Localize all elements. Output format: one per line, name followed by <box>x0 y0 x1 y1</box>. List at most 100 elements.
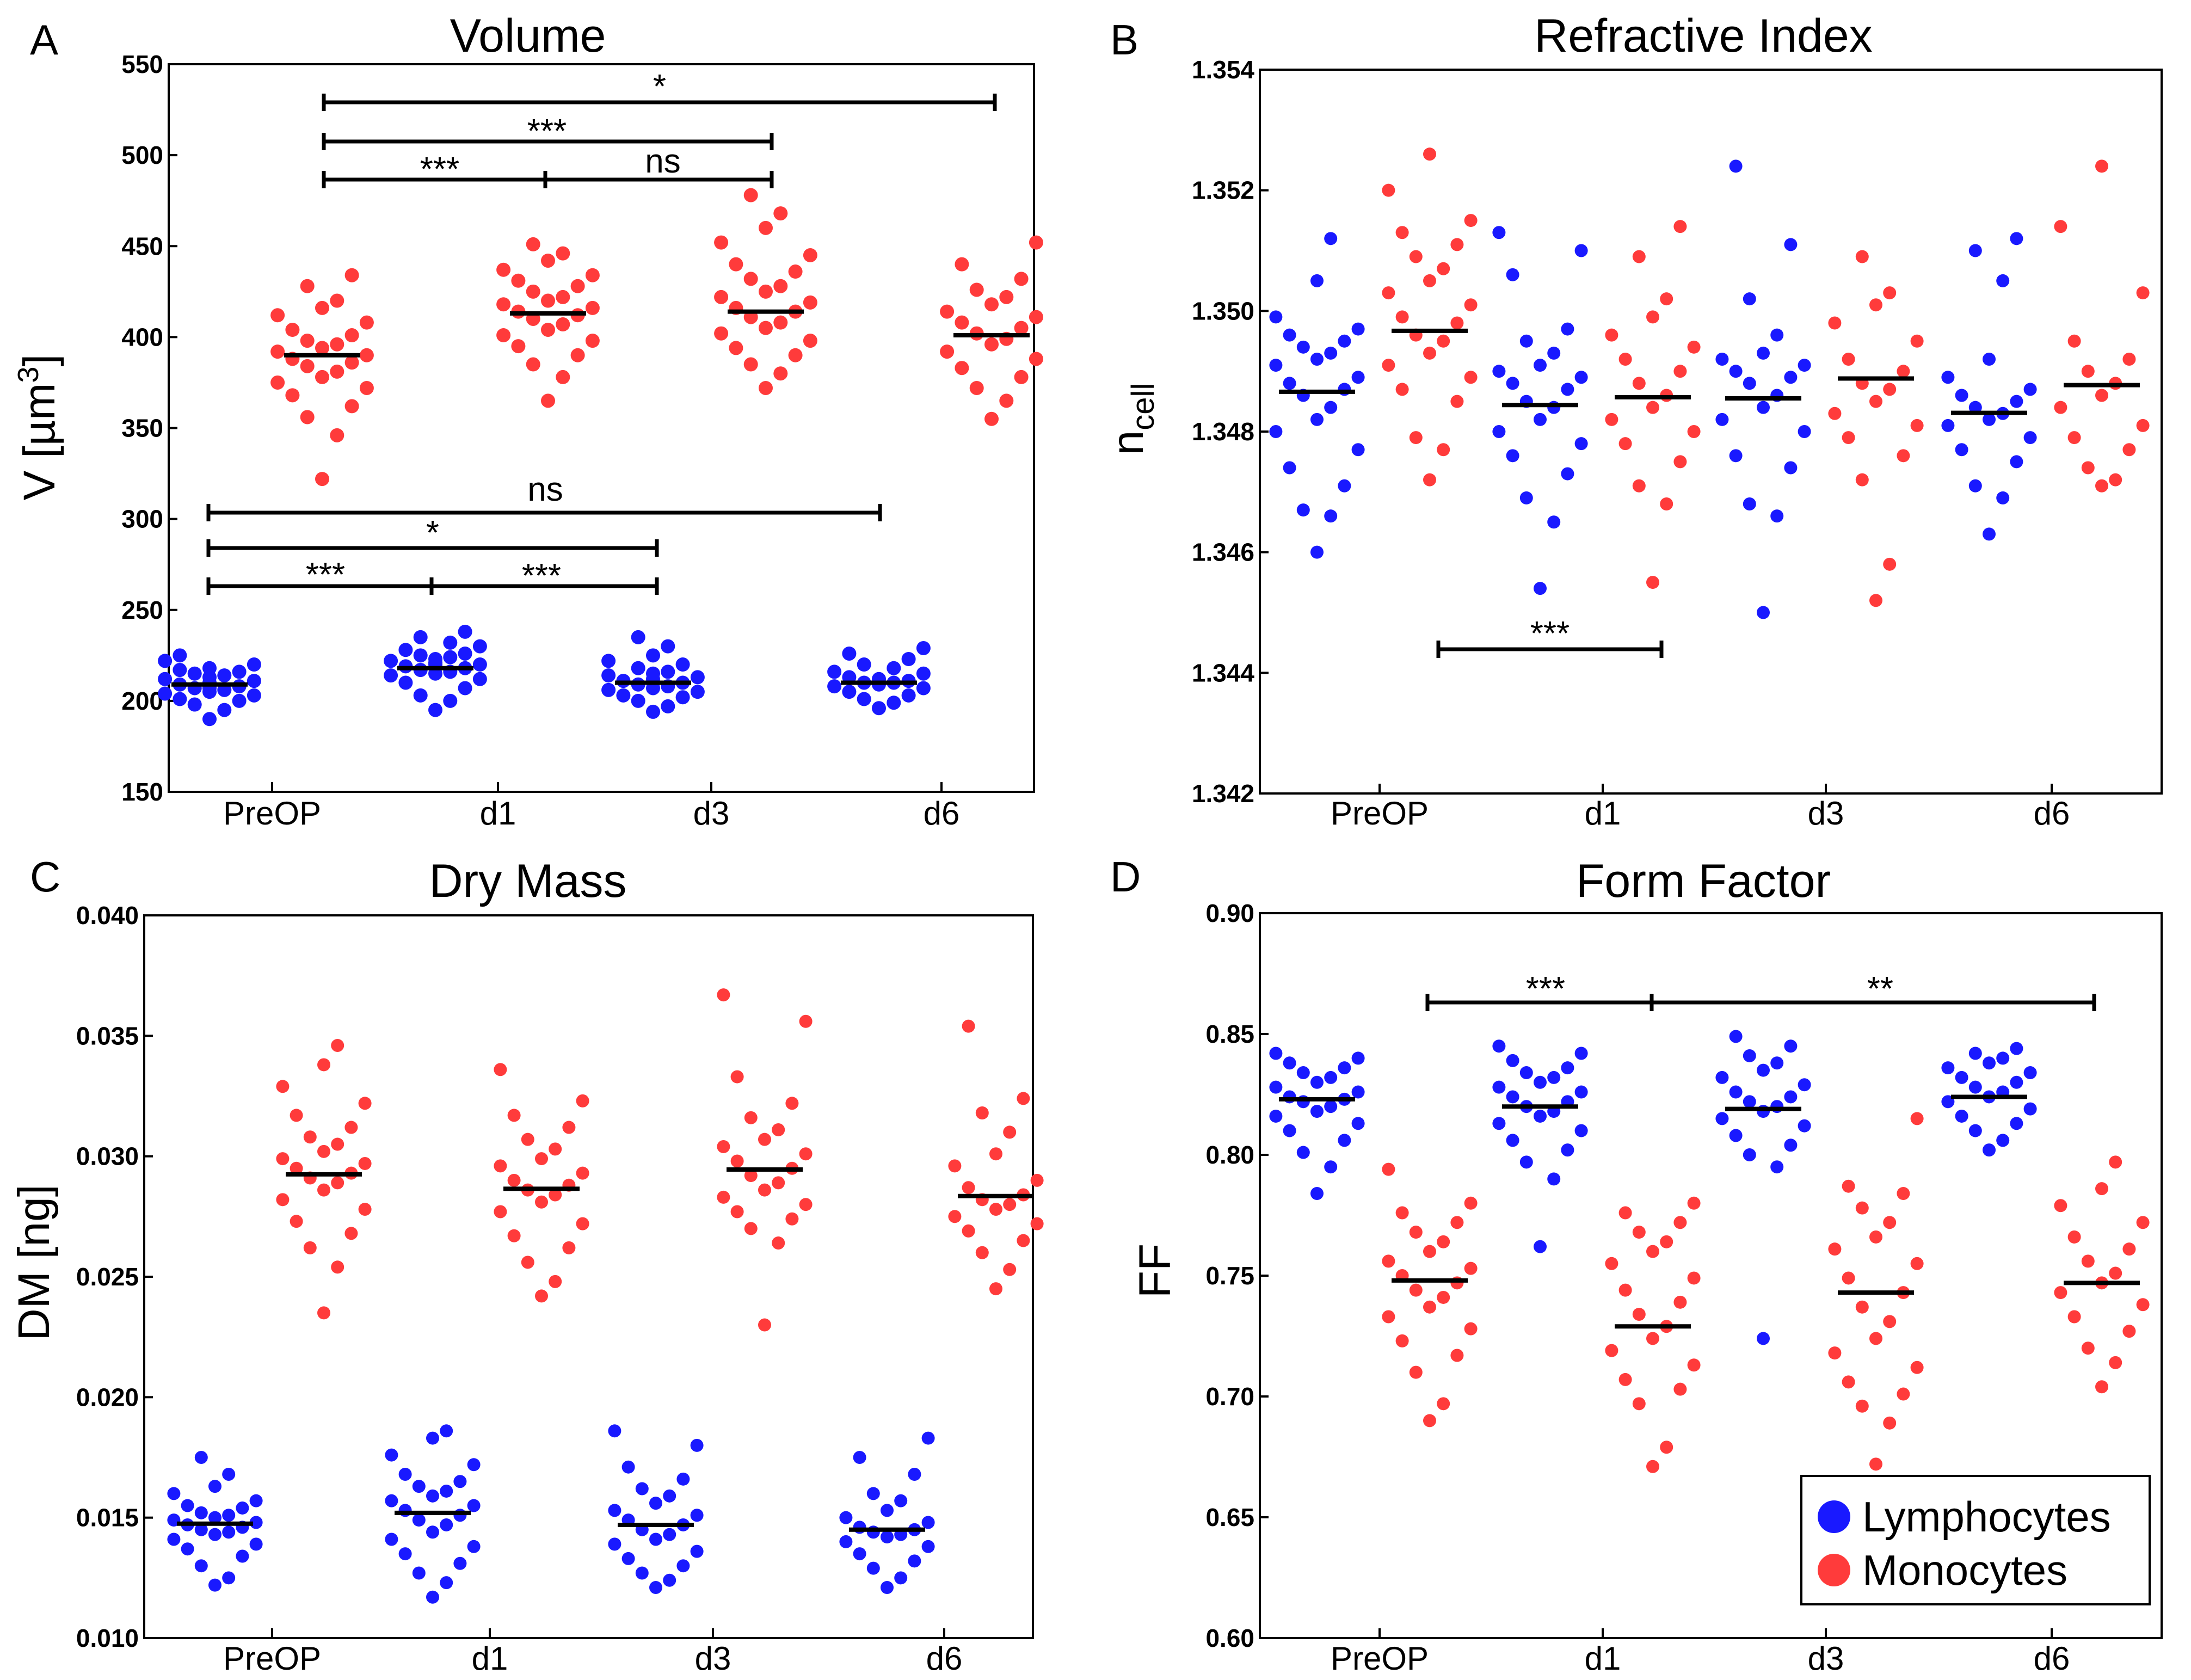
data-point-lymphocytes-d1 <box>467 1540 481 1553</box>
data-point-monocytes-d6 <box>984 297 999 312</box>
data-point-monocytes-preop <box>1423 473 1436 487</box>
data-point-monocytes-d3 <box>730 1070 744 1084</box>
data-point-monocytes-preop <box>1423 1414 1436 1427</box>
data-point-lymphocytes-preop <box>167 1487 181 1500</box>
y-axis-label: V [µm3] <box>12 354 64 501</box>
data-point-monocytes-d1 <box>585 268 600 282</box>
y-tick-label: 1.352 <box>1192 176 1254 205</box>
data-point-lymphocytes-d1 <box>467 1499 481 1512</box>
data-point-monocytes-d6 <box>975 1106 989 1119</box>
data-point-lymphocytes-d6 <box>916 681 931 696</box>
x-tick-label-d6: d6 <box>926 1640 963 1677</box>
data-point-lymphocytes-d6 <box>839 1511 853 1524</box>
data-point-monocytes-preop <box>330 428 344 442</box>
data-point-monocytes-d6 <box>948 1210 962 1223</box>
data-point-lymphocytes-preop <box>208 1578 221 1592</box>
data-point-lymphocytes-preop <box>222 1509 236 1522</box>
y-tick-label: 350 <box>121 414 163 442</box>
data-point-lymphocytes-preop <box>1283 328 1296 342</box>
data-point-lymphocytes-d1 <box>453 1475 467 1488</box>
data-point-lymphocytes-preop <box>202 712 217 727</box>
data-point-monocytes-d3 <box>1869 594 1882 607</box>
data-point-lymphocytes-d1 <box>413 630 428 644</box>
data-point-monocytes-preop <box>1409 250 1423 263</box>
data-point-lymphocytes-d6 <box>1996 1051 2010 1065</box>
data-point-lymphocytes-d1 <box>1534 359 1547 372</box>
data-point-monocytes-d6 <box>999 393 1014 408</box>
data-point-lymphocytes-d6 <box>1968 1124 1982 1137</box>
data-point-lymphocytes-preop <box>194 1559 208 1573</box>
data-point-lymphocytes-preop <box>1338 1134 1351 1147</box>
data-point-monocytes-preop <box>344 1227 358 1240</box>
x-tick-label-d1: d1 <box>1585 1640 1621 1677</box>
data-point-monocytes-d1 <box>511 339 526 354</box>
data-point-lymphocytes-d1 <box>1574 1085 1588 1099</box>
data-point-lymphocytes-d6 <box>1968 1047 1982 1060</box>
data-point-lymphocytes-d1 <box>1561 1143 1574 1157</box>
y-tick-label: 1.342 <box>1192 779 1254 808</box>
x-tick-label-d1: d1 <box>472 1640 508 1677</box>
data-point-lymphocytes-preop <box>1310 1187 1324 1201</box>
data-point-lymphocytes-d6 <box>2023 1066 2037 1080</box>
data-point-lymphocytes-preop <box>217 703 232 717</box>
data-point-lymphocytes-d6 <box>827 664 842 679</box>
data-point-monocytes-d1 <box>507 1109 521 1122</box>
data-point-lymphocytes-d6 <box>1968 479 1982 493</box>
data-point-lymphocytes-d6 <box>881 1504 894 1517</box>
data-point-monocytes-preop <box>1450 1349 1464 1362</box>
data-point-lymphocytes-preop <box>158 686 173 701</box>
significance-label: *** <box>306 556 345 594</box>
data-point-monocytes-d3 <box>1828 316 1842 330</box>
data-point-monocytes-preop <box>1437 1235 1450 1248</box>
y-tick-label: 0.70 <box>1205 1382 1254 1411</box>
data-point-lymphocytes-preop <box>1324 401 1338 414</box>
data-point-lymphocytes-d3 <box>1784 1090 1798 1104</box>
data-point-monocytes-d6 <box>999 290 1014 304</box>
data-point-monocytes-d1 <box>576 1094 589 1107</box>
data-point-lymphocytes-d1 <box>467 1458 481 1472</box>
data-point-lymphocytes-d1 <box>1547 1070 1561 1084</box>
data-point-lymphocytes-preop <box>1351 1117 1365 1130</box>
data-point-lymphocytes-preop <box>1324 1160 1338 1174</box>
data-point-monocytes-d3 <box>758 1183 771 1197</box>
data-point-monocytes-d6 <box>1030 1173 1044 1187</box>
data-point-monocytes-d6 <box>1003 1198 1017 1211</box>
data-point-lymphocytes-preop <box>249 1537 263 1551</box>
data-point-monocytes-d3 <box>759 284 773 299</box>
data-point-lymphocytes-d1 <box>453 1556 467 1570</box>
data-point-monocytes-d1 <box>541 323 555 337</box>
data-point-monocytes-preop <box>1464 214 1478 227</box>
data-point-lymphocytes-d6 <box>2010 1075 2023 1089</box>
data-point-lymphocytes-d3 <box>690 1438 704 1452</box>
data-point-monocytes-d1 <box>570 348 585 362</box>
data-point-monocytes-preop <box>315 300 329 315</box>
data-point-monocytes-d3 <box>773 206 788 221</box>
data-point-monocytes-d3 <box>773 366 788 381</box>
data-point-lymphocytes-d3 <box>663 1489 676 1503</box>
x-tick-label-preop: PreOP <box>223 1640 321 1677</box>
data-point-monocytes-preop <box>1409 1365 1423 1379</box>
data-point-lymphocytes-preop <box>173 648 187 663</box>
data-point-lymphocytes-d3 <box>1770 1056 1784 1070</box>
data-point-lymphocytes-d1 <box>428 651 442 666</box>
y-tick-label: 250 <box>121 596 163 624</box>
data-point-lymphocytes-d1 <box>1506 1134 1519 1147</box>
data-point-monocytes-preop <box>285 388 300 403</box>
data-point-monocytes-d6 <box>2067 1230 2081 1244</box>
data-point-monocytes-d1 <box>585 334 600 348</box>
data-point-lymphocytes-d6 <box>2010 455 2023 469</box>
data-point-monocytes-d6 <box>1017 1092 1030 1105</box>
data-point-monocytes-preop <box>1395 226 1409 239</box>
data-point-monocytes-d6 <box>940 304 955 319</box>
data-point-lymphocytes-d6 <box>2010 1117 2023 1130</box>
data-point-monocytes-d6 <box>2095 1380 2108 1394</box>
x-tick-label-preop: PreOP <box>223 795 321 832</box>
data-point-lymphocytes-d6 <box>1996 274 2010 287</box>
data-point-lymphocytes-d1 <box>1519 1155 1533 1169</box>
data-point-lymphocytes-preop <box>1269 1109 1283 1123</box>
data-point-lymphocytes-d3 <box>675 657 690 672</box>
data-point-monocytes-d1 <box>556 290 570 304</box>
data-point-monocytes-preop <box>1464 1261 1478 1275</box>
data-point-lymphocytes-preop <box>1338 479 1351 493</box>
data-point-monocytes-d1 <box>507 1173 521 1187</box>
